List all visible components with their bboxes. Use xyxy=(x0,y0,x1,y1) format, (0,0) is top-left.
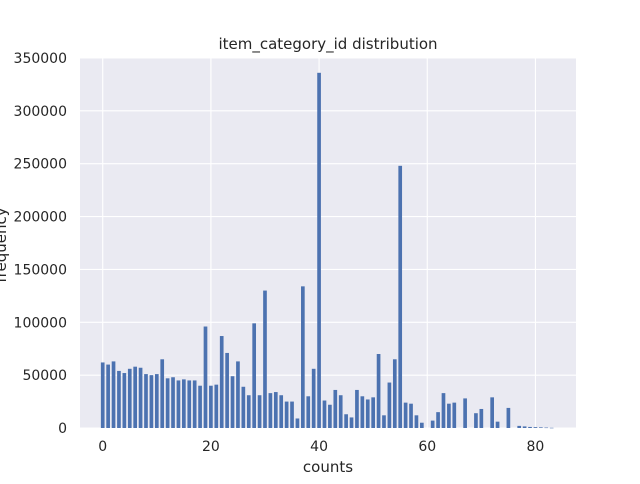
bar xyxy=(160,359,165,428)
bar xyxy=(382,415,386,428)
bar xyxy=(192,380,197,428)
y-tick-label: 350000 xyxy=(14,51,67,67)
tick-labels: 0 20 40 60 80 0 50000 100000 150000 200000 250000 3… xyxy=(14,51,545,455)
bar xyxy=(360,396,365,428)
bar xyxy=(198,385,202,428)
bar xyxy=(355,389,359,428)
bar xyxy=(100,362,105,428)
bar xyxy=(209,385,213,428)
bar xyxy=(528,426,532,428)
bar xyxy=(479,408,484,428)
y-tick-label: 200000 xyxy=(14,210,67,226)
bar xyxy=(403,402,408,428)
y-axis-label: frequency xyxy=(0,207,10,282)
bar xyxy=(144,374,148,428)
bar xyxy=(328,404,332,428)
bar xyxy=(171,377,175,428)
x-tick-label: 0 xyxy=(98,439,107,455)
bar xyxy=(533,427,538,428)
bar xyxy=(441,393,446,428)
bar xyxy=(490,397,495,428)
bar xyxy=(203,326,208,428)
bar xyxy=(333,389,338,428)
bars xyxy=(100,72,554,429)
bar xyxy=(349,417,354,428)
plot-background xyxy=(80,58,576,428)
bar xyxy=(409,403,413,428)
x-tick-label: 20 xyxy=(202,439,220,455)
bar xyxy=(149,375,154,428)
bar xyxy=(106,364,110,428)
bar xyxy=(182,379,186,428)
bar xyxy=(241,386,246,428)
bar xyxy=(236,361,240,428)
bar xyxy=(133,366,138,428)
y-tick-label: 50000 xyxy=(22,368,67,384)
bar xyxy=(549,427,554,429)
bar xyxy=(301,286,305,428)
bar xyxy=(122,373,127,428)
y-tick-label: 300000 xyxy=(14,104,67,120)
bar xyxy=(154,374,159,428)
bar xyxy=(447,403,451,428)
bar xyxy=(246,395,251,428)
bar xyxy=(138,367,143,428)
bar xyxy=(376,354,381,428)
bar xyxy=(273,392,278,428)
bar xyxy=(420,422,424,428)
bar xyxy=(295,418,300,428)
bar xyxy=(252,323,257,428)
bar xyxy=(111,361,116,428)
bar xyxy=(517,425,522,428)
bar xyxy=(436,412,440,428)
bar xyxy=(522,426,527,428)
bar xyxy=(290,401,294,428)
x-tick-label: 40 xyxy=(310,439,328,455)
bar xyxy=(371,397,376,428)
bar xyxy=(317,72,321,429)
bar xyxy=(117,370,121,428)
x-tick-label: 60 xyxy=(418,439,436,455)
bar xyxy=(214,384,219,428)
y-tick-label: 250000 xyxy=(14,157,67,173)
bar xyxy=(219,336,224,428)
bar xyxy=(338,395,343,428)
bar xyxy=(257,395,262,428)
bar xyxy=(452,402,457,428)
bar xyxy=(474,413,478,428)
bar xyxy=(263,290,267,428)
bar xyxy=(268,393,273,428)
bar xyxy=(506,407,511,428)
bar xyxy=(279,395,284,428)
x-axis-label: counts xyxy=(303,458,353,476)
y-tick-label: 0 xyxy=(58,421,67,437)
bar xyxy=(414,415,419,428)
bar xyxy=(127,368,132,428)
bar xyxy=(344,414,348,428)
bar xyxy=(187,380,192,428)
bar xyxy=(322,400,327,428)
bar xyxy=(365,399,370,428)
bar xyxy=(392,359,397,428)
bar xyxy=(311,368,316,428)
bar xyxy=(165,378,170,428)
bar xyxy=(176,380,181,428)
bar xyxy=(225,352,229,428)
bar xyxy=(539,427,543,428)
bar xyxy=(284,401,289,428)
bar xyxy=(430,420,435,428)
x-tick-label: 80 xyxy=(527,439,545,455)
chart-title: item_category_id distribution xyxy=(218,35,437,54)
bar xyxy=(495,421,500,428)
bar xyxy=(306,396,311,428)
y-tick-label: 100000 xyxy=(14,315,67,331)
bar xyxy=(387,382,392,428)
bar xyxy=(398,165,403,429)
bar xyxy=(544,427,549,429)
y-tick-label: 150000 xyxy=(14,262,67,278)
bar xyxy=(230,376,235,428)
bar xyxy=(463,398,467,428)
